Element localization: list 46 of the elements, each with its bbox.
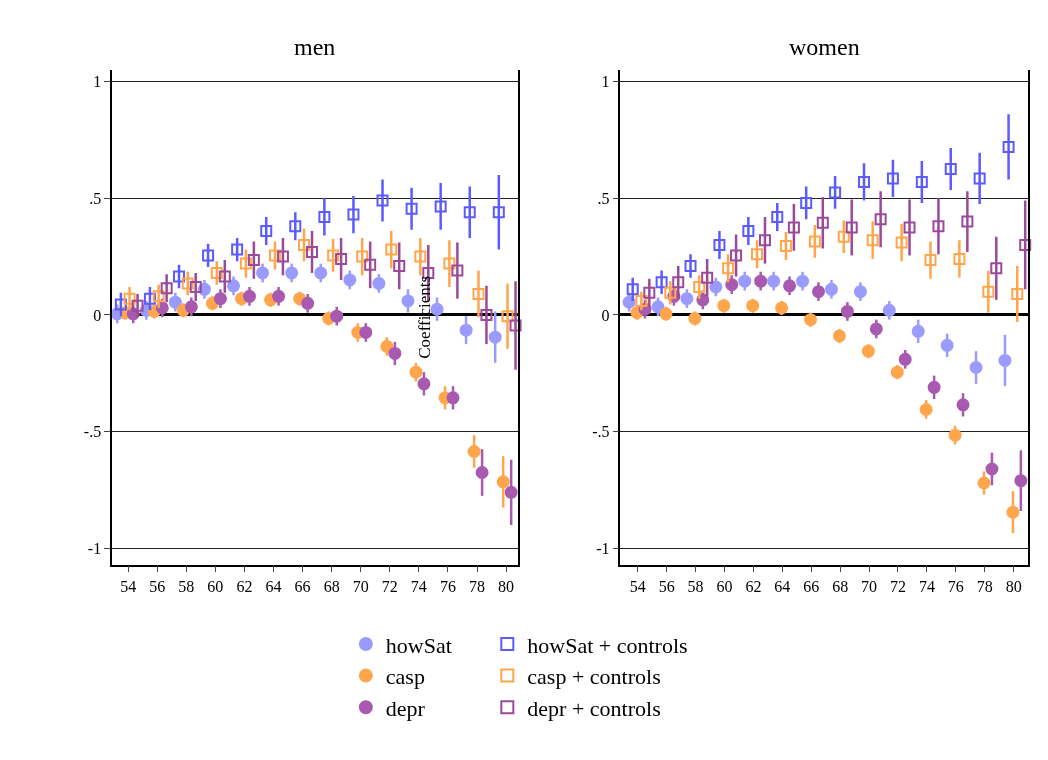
x-tick-label: 76 [439, 577, 456, 595]
x-tick-label: 68 [323, 577, 340, 595]
legend-label: howSat + controls [527, 632, 688, 658]
x-tick-label: 64 [265, 577, 282, 595]
x-tick-label: 72 [889, 577, 906, 595]
y-tick-label: -1 [87, 539, 102, 557]
legend-label: depr + controls [527, 695, 661, 721]
y-tick-label: 1 [93, 73, 102, 91]
chart-title: men [294, 34, 336, 60]
y-tick-label: 0 [93, 306, 102, 324]
x-tick-label: 60 [207, 577, 224, 595]
x-tick-label: 62 [236, 577, 253, 595]
y-tick-label: .5 [89, 189, 102, 207]
x-tick-label: 70 [352, 577, 369, 595]
x-tick-label: 58 [178, 577, 195, 595]
x-tick-label: 80 [1005, 577, 1022, 595]
x-tick-label: 74 [918, 577, 935, 595]
x-tick-label: 74 [410, 577, 427, 595]
x-tick-label: 78 [976, 577, 993, 595]
y-tick-label: -.5 [83, 423, 102, 441]
y-tick-label: -.5 [592, 423, 610, 441]
legend-label: howSat [385, 632, 452, 658]
legend-label: depr [385, 695, 426, 721]
y-tick-label: -1 [596, 539, 610, 557]
x-tick-label: 64 [774, 577, 791, 595]
chart-title: women [789, 34, 860, 60]
x-tick-label: 60 [716, 577, 733, 595]
x-tick-label: 80 [498, 577, 515, 595]
y-tick-label: .5 [597, 189, 610, 207]
x-tick-label: 76 [947, 577, 964, 595]
x-tick-label: 56 [149, 577, 166, 595]
x-tick-label: 54 [629, 577, 646, 595]
x-tick-label: 66 [294, 577, 311, 595]
legend-label: casp + controls [527, 664, 661, 690]
x-tick-label: 70 [861, 577, 878, 595]
x-tick-label: 62 [745, 577, 762, 595]
y-tick-label: 0 [601, 306, 610, 324]
y-tick-label: 1 [601, 73, 610, 91]
x-tick-label: 68 [832, 577, 849, 595]
x-tick-label: 56 [658, 577, 675, 595]
x-tick-label: 58 [687, 577, 704, 595]
x-tick-label: 54 [120, 577, 137, 595]
legend-label: casp [385, 664, 425, 690]
x-tick-label: 72 [381, 577, 398, 595]
x-tick-label: 66 [803, 577, 820, 595]
x-tick-label: 78 [469, 577, 486, 595]
